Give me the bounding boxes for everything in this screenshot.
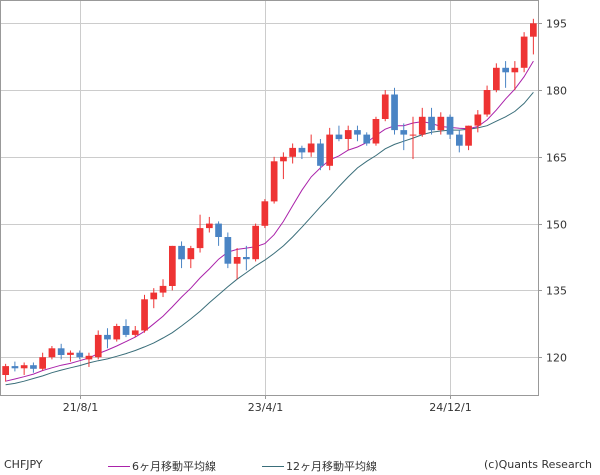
candle-body-38 <box>354 130 361 135</box>
candle-body-35 <box>326 134 333 166</box>
candle-body-11 <box>104 334 111 340</box>
candle-body-4 <box>39 357 46 369</box>
candle-body-18 <box>169 245 176 286</box>
y-tick-label-165: 165 <box>546 152 567 165</box>
vertical-gridlines <box>80 1 451 395</box>
candle-body-34 <box>317 143 324 166</box>
candle-body-51 <box>474 114 482 126</box>
candle-body-37 <box>344 130 352 139</box>
candlestick-chart: 120 135 150 165 180 195 21/8/1 23/4/1 24/12/1 <box>0 0 567 414</box>
candle-body-41 <box>381 94 389 119</box>
candle-body-31 <box>289 147 296 157</box>
candle-body-26 <box>243 257 250 260</box>
candle-body-10 <box>94 334 102 358</box>
candle-body-14 <box>131 330 139 335</box>
candle-body-33 <box>307 143 315 153</box>
candle-body-43 <box>400 130 408 135</box>
candle-body-48 <box>446 116 454 135</box>
candle-body-21 <box>196 228 204 249</box>
candle-body-49 <box>456 134 463 146</box>
candle-body-56 <box>520 36 528 68</box>
candle-body-47 <box>437 116 445 131</box>
candle-body-2 <box>20 365 28 369</box>
candle-body-5 <box>48 348 56 358</box>
candle-body-55 <box>511 67 519 73</box>
candle-body-16 <box>150 292 158 300</box>
y-tick-label-195: 195 <box>546 18 567 31</box>
candle-body-15 <box>141 299 148 331</box>
legend-ma12-swatch <box>262 465 284 467</box>
legend-ma6-label: 6ヶ月移動平均線 <box>132 460 216 473</box>
candle-body-46 <box>428 116 435 131</box>
ma12-line <box>5 91 534 386</box>
candle-body-53 <box>493 67 500 91</box>
candle-body-17 <box>159 285 167 293</box>
candle-body-40 <box>372 119 380 144</box>
candle-body-9 <box>85 355 93 360</box>
candle-body-8 <box>76 352 84 358</box>
candles <box>2 18 537 382</box>
candle-body-23 <box>215 223 222 237</box>
candle-body-45 <box>418 116 426 135</box>
chart-footer: CHFJPY 6ヶ月移動平均線 12ヶ月移動平均線 (c)Quants Rese… <box>0 452 600 475</box>
candle-body-12 <box>113 326 121 340</box>
x-tick-label-1: 23/4/1 <box>248 401 283 414</box>
candle-body-29 <box>270 161 278 202</box>
ma6-line <box>5 60 534 382</box>
credit-label: (c)Quants Research <box>484 458 592 471</box>
candle-body-22 <box>206 223 213 229</box>
candle-body-32 <box>298 147 306 153</box>
candle-body-36 <box>335 134 343 140</box>
candle-body-30 <box>280 156 287 162</box>
y-axis-ticks: 120 135 150 165 180 195 <box>538 18 567 365</box>
candle-body-54 <box>502 67 509 73</box>
legend-ma6-swatch <box>108 465 130 467</box>
horizontal-gridlines <box>1 23 538 358</box>
legend-ma12-label: 12ヶ月移動平均線 <box>286 460 377 473</box>
candle-body-44 <box>409 134 417 136</box>
candle-body-1 <box>11 366 19 369</box>
candle-body-42 <box>391 94 398 131</box>
y-tick-label-120: 120 <box>546 352 567 365</box>
ma6-layer <box>5 60 534 382</box>
legend-ma6: 6ヶ月移動平均線 <box>108 458 216 474</box>
candle-body-28 <box>261 201 269 226</box>
candle-body-25 <box>233 257 241 264</box>
symbol-label: CHFJPY <box>4 458 43 471</box>
candle-body-3 <box>30 365 37 369</box>
x-tick-label-2: 24/12/1 <box>429 401 471 414</box>
candle-body-50 <box>465 125 472 146</box>
candle-body-19 <box>178 245 185 260</box>
plot-area <box>0 0 539 396</box>
x-axis-ticks: 21/8/1 23/4/1 24/12/1 <box>63 395 472 414</box>
candle-body-20 <box>187 248 195 260</box>
candle-body-57 <box>530 23 537 37</box>
legend-ma12: 12ヶ月移動平均線 <box>262 458 377 474</box>
candle-body-7 <box>67 352 74 355</box>
ma12-layer <box>5 91 534 386</box>
x-tick-label-0: 21/8/1 <box>63 401 98 414</box>
candle-body-39 <box>363 134 371 144</box>
y-tick-label-135: 135 <box>546 285 567 298</box>
candle-body-27 <box>252 225 259 260</box>
y-tick-label-150: 150 <box>546 219 567 232</box>
candle-body-24 <box>224 237 232 264</box>
candle-body-52 <box>483 90 491 115</box>
y-tick-label-180: 180 <box>546 85 567 98</box>
candle-body-6 <box>57 348 65 355</box>
candle-body-13 <box>122 326 130 335</box>
candle-body-0 <box>2 366 9 375</box>
